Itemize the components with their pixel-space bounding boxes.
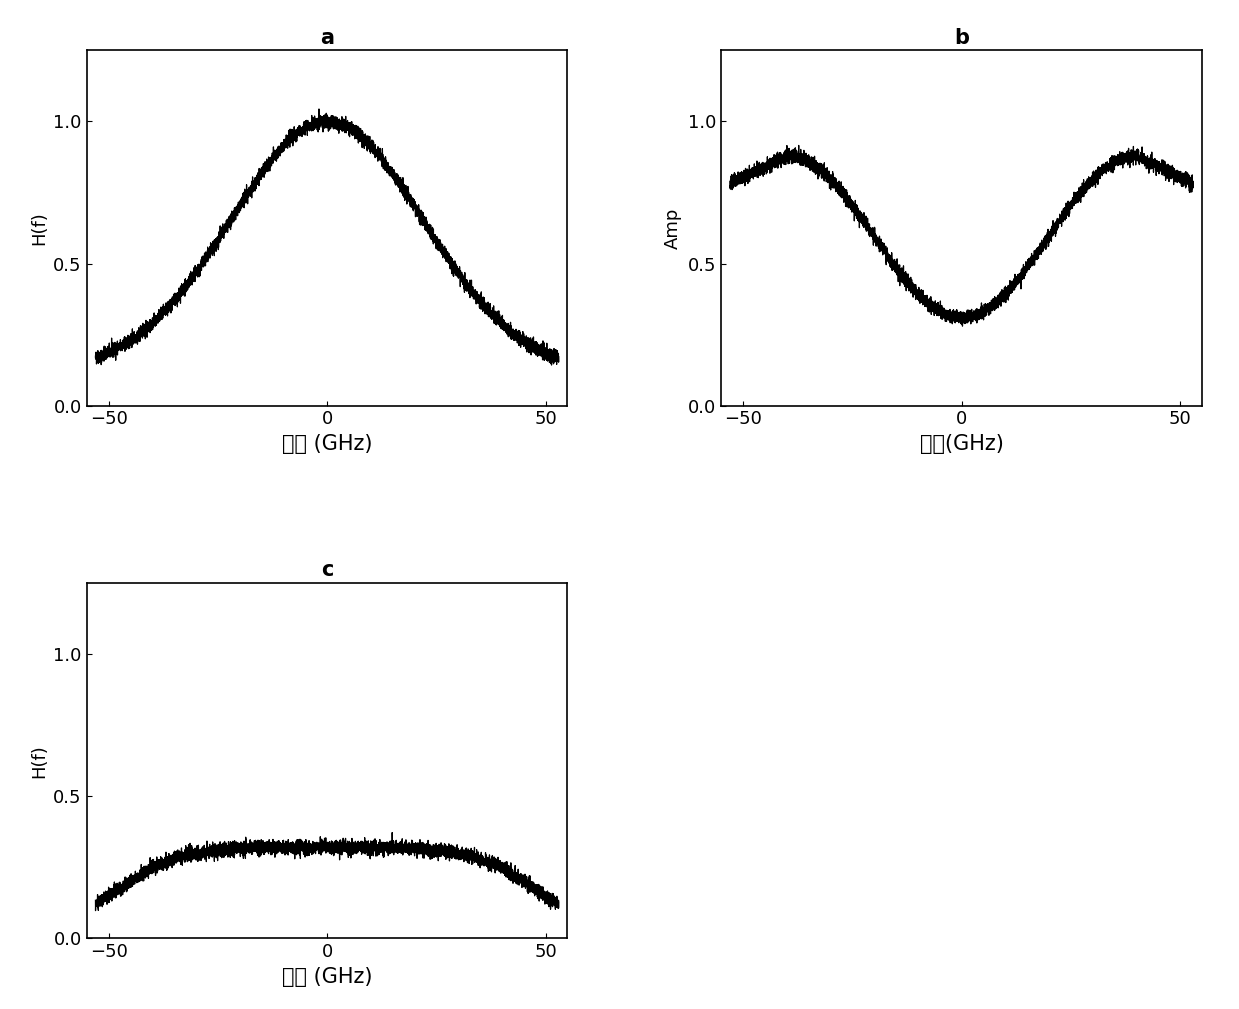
- X-axis label: 频率 (GHz): 频率 (GHz): [281, 967, 372, 987]
- Y-axis label: H(f): H(f): [30, 744, 48, 778]
- X-axis label: 频率 (GHz): 频率 (GHz): [281, 434, 372, 454]
- Title: c: c: [321, 560, 333, 580]
- Title: a: a: [320, 27, 335, 47]
- Title: b: b: [954, 27, 969, 47]
- Y-axis label: Amp: Amp: [664, 207, 683, 249]
- X-axis label: 频率(GHz): 频率(GHz): [919, 434, 1004, 454]
- Y-axis label: H(f): H(f): [30, 211, 48, 245]
